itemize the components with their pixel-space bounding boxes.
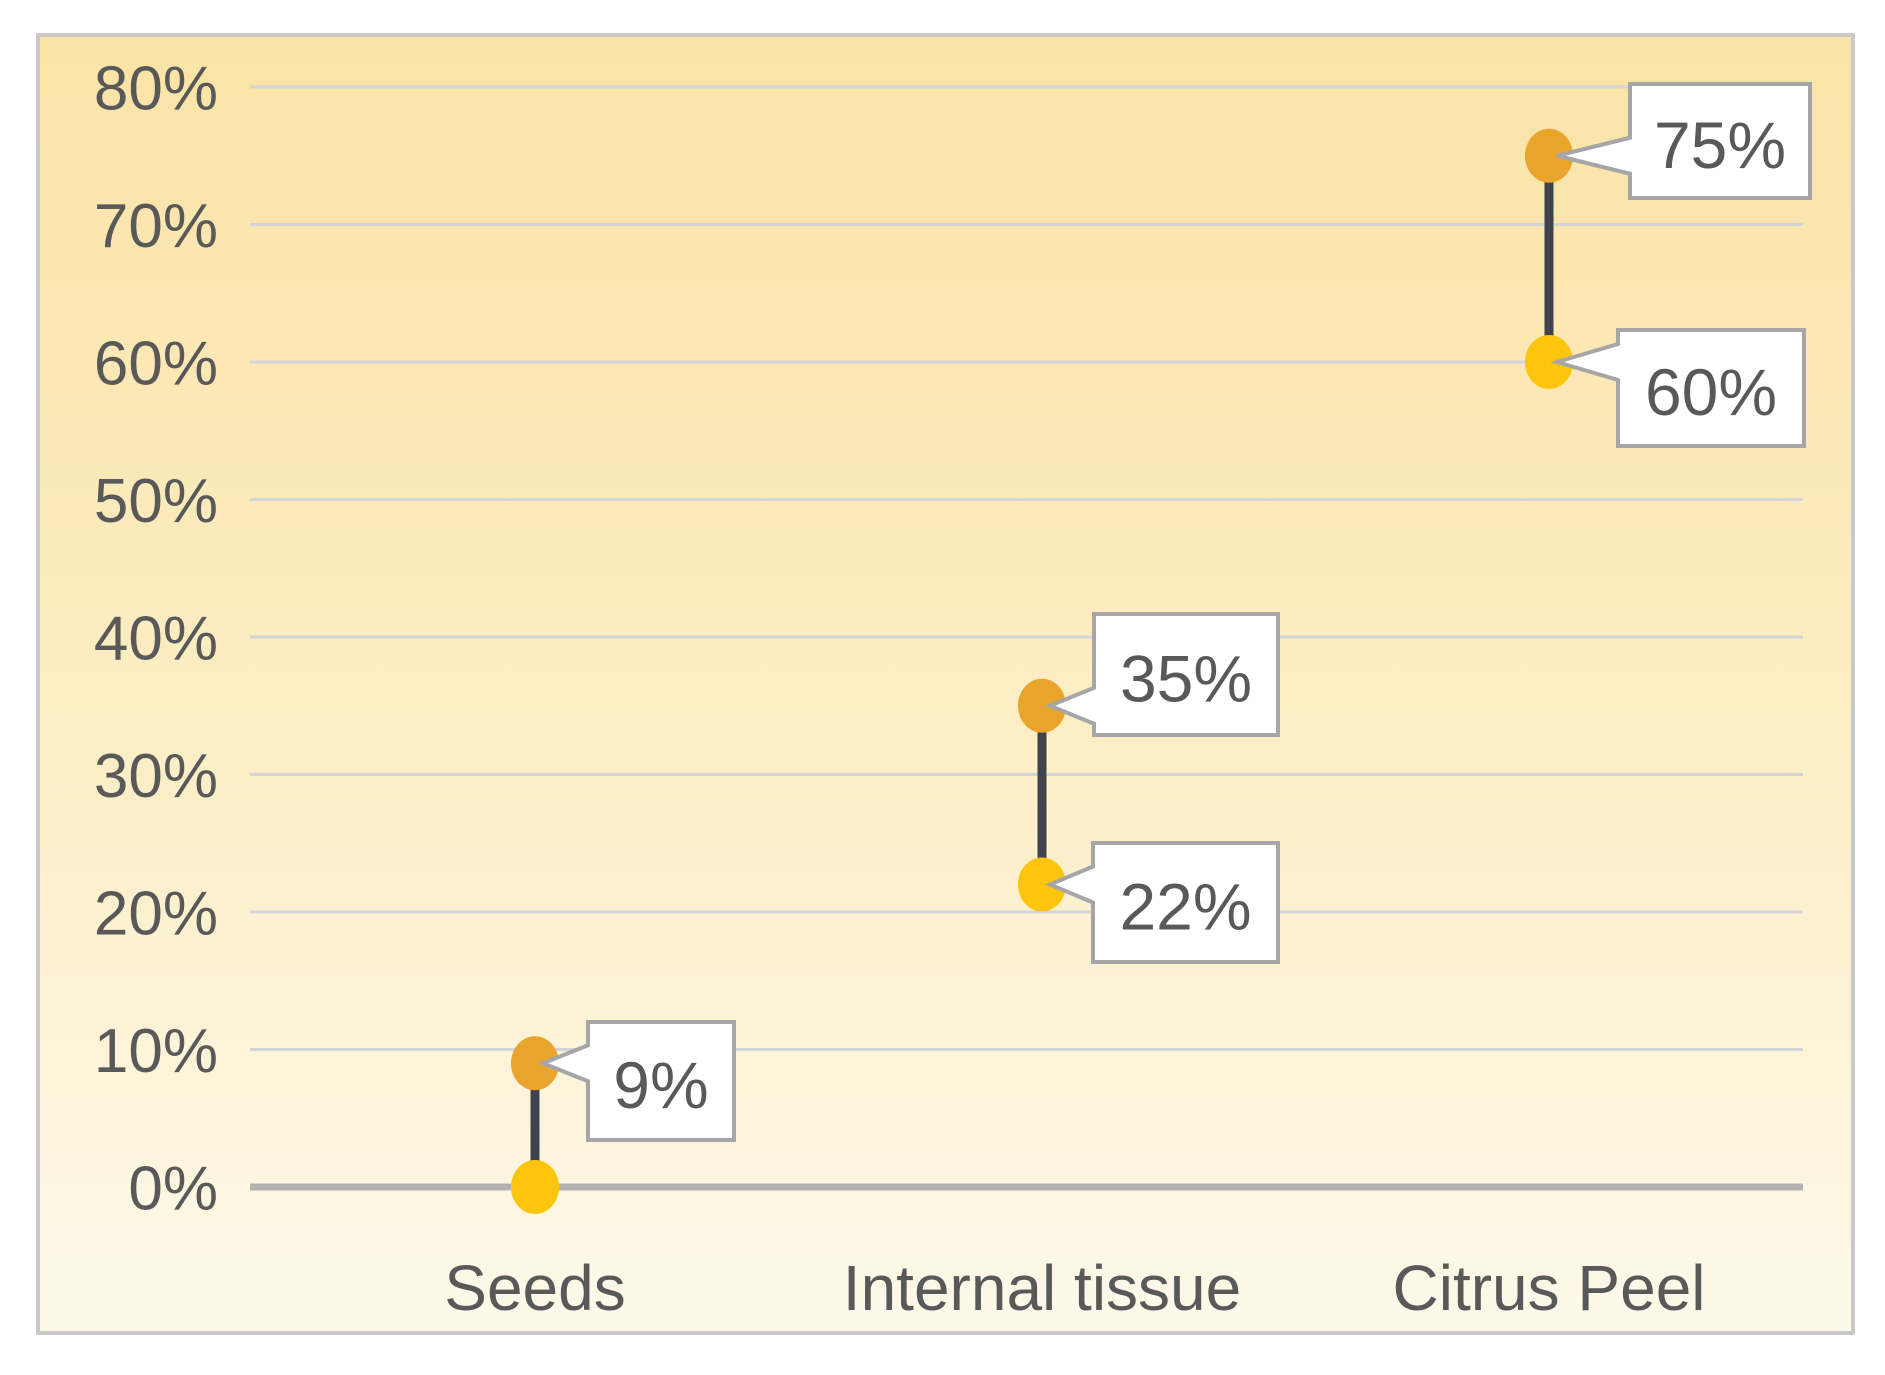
dumbbell-internal-tissue (1018, 678, 1066, 912)
high-data-point (511, 1036, 559, 1091)
high-data-point (1525, 128, 1573, 183)
low-data-point (1525, 335, 1573, 389)
callout-label: 60% (1549, 328, 1806, 448)
callout-value: 60% (1645, 355, 1777, 429)
x-axis-labels: Seeds Internal tissue Citrus Peel (444, 1252, 1705, 1324)
callout-label: 35% (1044, 612, 1280, 737)
low-data-point (511, 1160, 559, 1214)
callout-bubble (1556, 82, 1812, 200)
callout-label: 75% (1556, 82, 1812, 200)
gridlines (250, 85, 1803, 1191)
callout-value: 22% (1119, 870, 1251, 944)
dumbbell-citrus-peel (1525, 128, 1573, 389)
y-tick-label: 20% (94, 880, 218, 949)
low-data-point (1018, 857, 1066, 912)
callout-value: 75% (1654, 108, 1786, 182)
y-tick-label: 80% (94, 55, 218, 124)
y-tick-label: 50% (94, 467, 218, 536)
y-tick-label: 30% (94, 742, 218, 811)
y-tick-label: 40% (94, 605, 218, 674)
high-data-point (1018, 678, 1066, 733)
y-tick-label: 70% (94, 192, 218, 261)
callout-value: 9% (613, 1048, 708, 1122)
callout-bubble (1044, 841, 1280, 964)
callout-label: 22% (1044, 841, 1280, 964)
x-category-label: Internal tissue (843, 1252, 1241, 1324)
callout-label: 9% (537, 1020, 736, 1142)
dumbbell-seeds (511, 1036, 559, 1214)
y-axis-labels: 0% 10% 20% 30% 40% 50% 60% 70% 80% (94, 55, 218, 1224)
callout-bubble (537, 1020, 736, 1142)
y-tick-label: 10% (94, 1017, 218, 1086)
y-tick-label: 60% (94, 330, 218, 399)
x-category-label: Seeds (444, 1252, 625, 1324)
callout-value: 35% (1120, 642, 1252, 716)
callout-bubble (1549, 328, 1806, 448)
callout-bubble (1044, 612, 1280, 737)
x-category-label: Citrus Peel (1393, 1252, 1706, 1324)
y-tick-label: 0% (128, 1155, 218, 1224)
